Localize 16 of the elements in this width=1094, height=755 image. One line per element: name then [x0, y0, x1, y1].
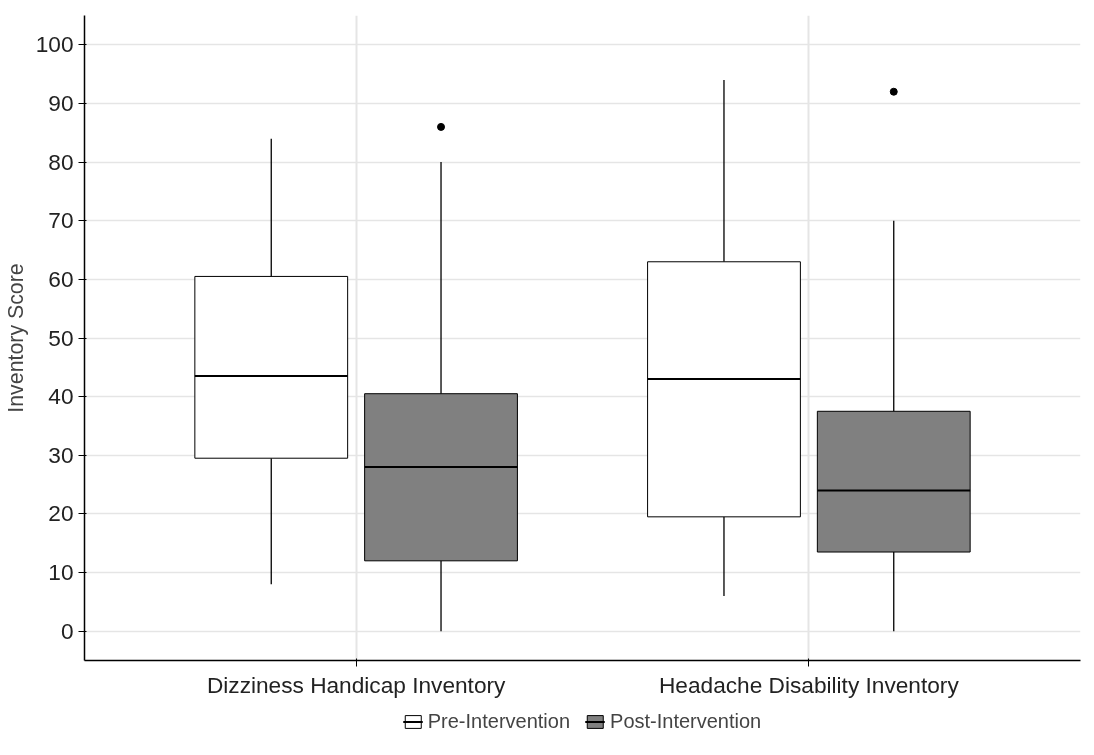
y-tick-label: 90	[48, 89, 74, 116]
y-tick-label: 30	[48, 441, 74, 468]
y-tick-label: 80	[48, 148, 74, 175]
y-tick-label: 10	[48, 559, 74, 586]
y-tick-label: 0	[60, 617, 74, 644]
y-tick-label: 70	[48, 207, 74, 234]
x-tick-label: Headache Disability Inventory	[659, 671, 960, 698]
y-tick-label: 50	[48, 324, 74, 351]
legend-label: Post-Intervention	[610, 709, 762, 733]
legend-label: Pre-Intervention	[427, 709, 571, 733]
y-tick-label: 20	[48, 500, 74, 527]
y-axis-title: Inventory Score	[3, 263, 28, 413]
y-tick-label: 100	[35, 31, 74, 58]
y-tick-label: 40	[48, 383, 74, 410]
y-tick-label: 60	[48, 265, 74, 292]
x-tick-label: Dizziness Handicap Inventory	[206, 671, 507, 698]
